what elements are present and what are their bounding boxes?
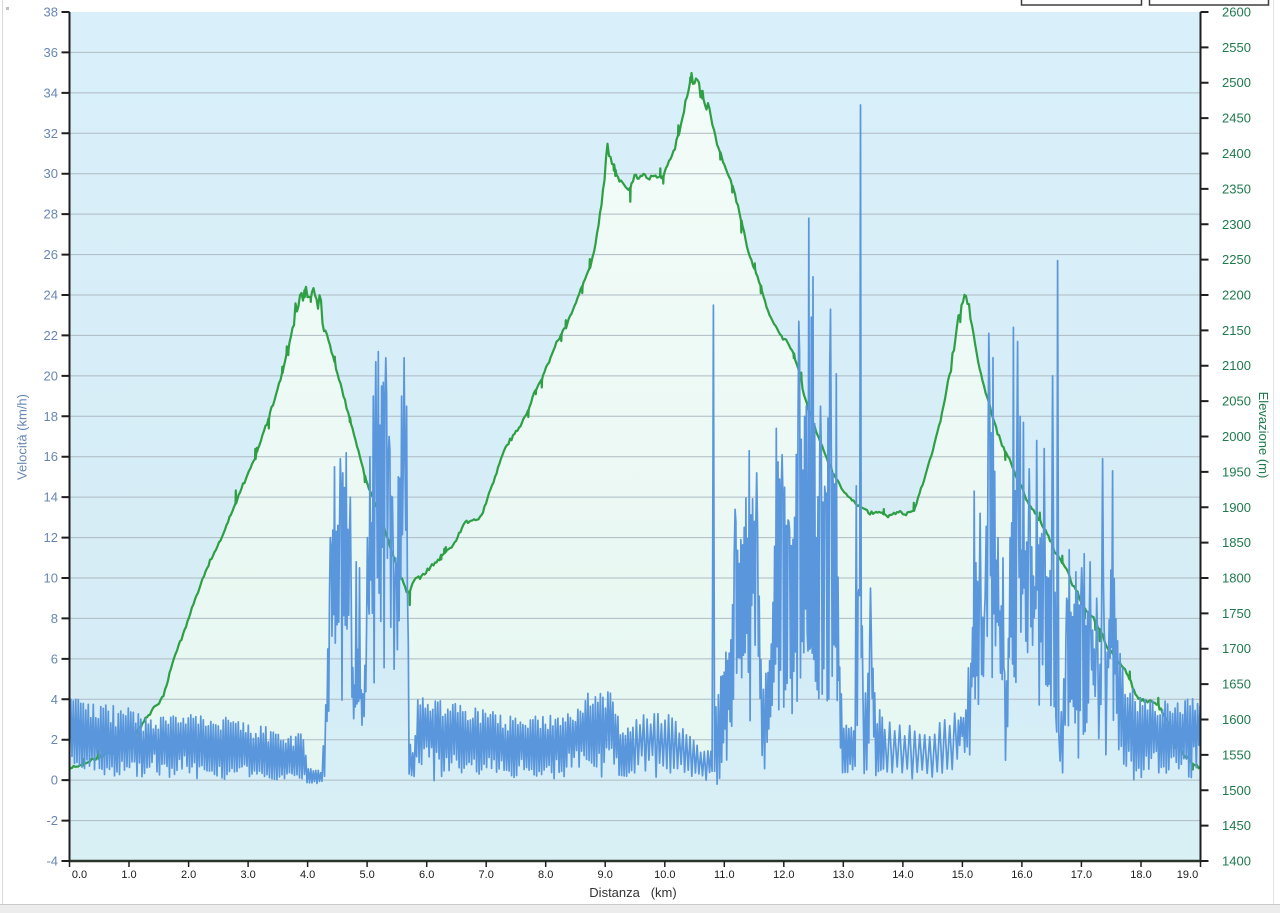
svg-text:2100: 2100 [1222, 358, 1251, 373]
svg-text:1650: 1650 [1222, 677, 1251, 692]
svg-text:18.0: 18.0 [1130, 869, 1151, 881]
svg-text:12: 12 [44, 530, 58, 545]
svg-text:16: 16 [44, 449, 58, 464]
svg-text:0.0: 0.0 [72, 869, 87, 881]
svg-text:Elevazione (m): Elevazione (m) [1256, 392, 1271, 479]
svg-text:1400: 1400 [1222, 854, 1251, 869]
svg-text:2550: 2550 [1222, 40, 1251, 55]
svg-text:Distanza (km): Distanza (km) [589, 885, 676, 900]
svg-text:1450: 1450 [1222, 818, 1251, 833]
svg-text:9.0: 9.0 [598, 869, 613, 881]
svg-text:2600: 2600 [1222, 5, 1251, 20]
svg-text:1800: 1800 [1222, 571, 1251, 586]
svg-text:1500: 1500 [1222, 783, 1251, 798]
svg-text:22: 22 [44, 328, 58, 343]
svg-text:17.0: 17.0 [1071, 869, 1092, 881]
svg-text:2450: 2450 [1222, 111, 1251, 126]
svg-text:14: 14 [44, 490, 58, 505]
svg-text:13.0: 13.0 [833, 869, 854, 881]
svg-text:1600: 1600 [1222, 712, 1251, 727]
svg-text:1700: 1700 [1222, 641, 1251, 656]
svg-text:30: 30 [44, 166, 58, 181]
svg-text:-4: -4 [46, 854, 58, 869]
svg-text:5.0: 5.0 [359, 869, 374, 881]
svg-text:2050: 2050 [1222, 394, 1251, 409]
svg-text:34: 34 [44, 85, 58, 100]
svg-text:24: 24 [44, 288, 58, 303]
svg-text:10: 10 [44, 571, 58, 586]
svg-text:-2: -2 [46, 813, 58, 828]
svg-text:15.0: 15.0 [952, 869, 973, 881]
svg-text:4.0: 4.0 [300, 869, 315, 881]
svg-text:2: 2 [51, 732, 58, 747]
svg-text:12.0: 12.0 [773, 869, 794, 881]
svg-text:2250: 2250 [1222, 252, 1251, 267]
svg-text:2350: 2350 [1222, 181, 1251, 196]
svg-text:2500: 2500 [1222, 75, 1251, 90]
svg-text:2400: 2400 [1222, 146, 1251, 161]
svg-text:38: 38 [44, 5, 58, 20]
svg-text:11.0: 11.0 [714, 869, 735, 881]
svg-text:8: 8 [51, 611, 58, 626]
svg-text:0: 0 [51, 773, 58, 788]
svg-text:16.0: 16.0 [1011, 869, 1032, 881]
svg-text:10.0: 10.0 [654, 869, 675, 881]
svg-text:18: 18 [44, 409, 58, 424]
svg-text:32: 32 [44, 126, 58, 141]
svg-text:36: 36 [44, 45, 58, 60]
svg-text:4: 4 [51, 692, 58, 707]
svg-text:1900: 1900 [1222, 500, 1251, 515]
svg-text:26: 26 [44, 247, 58, 262]
svg-text:28: 28 [44, 207, 58, 222]
svg-text:Velocità (km/h): Velocità (km/h) [15, 394, 30, 480]
svg-text:8.0: 8.0 [538, 869, 553, 881]
svg-text:2200: 2200 [1222, 288, 1251, 303]
svg-text:1850: 1850 [1222, 535, 1251, 550]
svg-text:1.0: 1.0 [121, 869, 136, 881]
svg-text:6: 6 [51, 651, 58, 666]
svg-text:2300: 2300 [1222, 217, 1251, 232]
svg-text:2000: 2000 [1222, 429, 1251, 444]
svg-text:2.0: 2.0 [181, 869, 196, 881]
svg-text:19.0: 19.0 [1177, 869, 1198, 881]
svg-text:2150: 2150 [1222, 323, 1251, 338]
svg-text:6.0: 6.0 [419, 869, 434, 881]
svg-text:14.0: 14.0 [892, 869, 913, 881]
svg-text:1550: 1550 [1222, 747, 1251, 762]
svg-text:1750: 1750 [1222, 606, 1251, 621]
svg-text:20: 20 [44, 368, 58, 383]
svg-text:7.0: 7.0 [479, 869, 494, 881]
svg-text:1950: 1950 [1222, 464, 1251, 479]
svg-text:3.0: 3.0 [240, 869, 255, 881]
